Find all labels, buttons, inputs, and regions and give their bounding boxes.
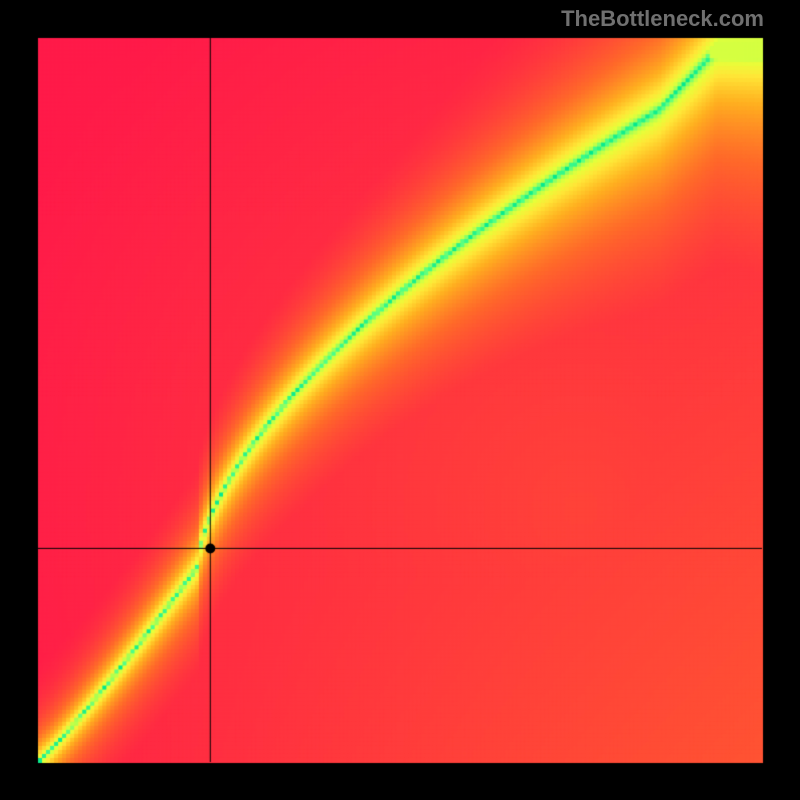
- chart-frame: TheBottleneck.com: [0, 0, 800, 800]
- watermark-text: TheBottleneck.com: [561, 6, 764, 32]
- bottleneck-heatmap: [0, 0, 800, 800]
